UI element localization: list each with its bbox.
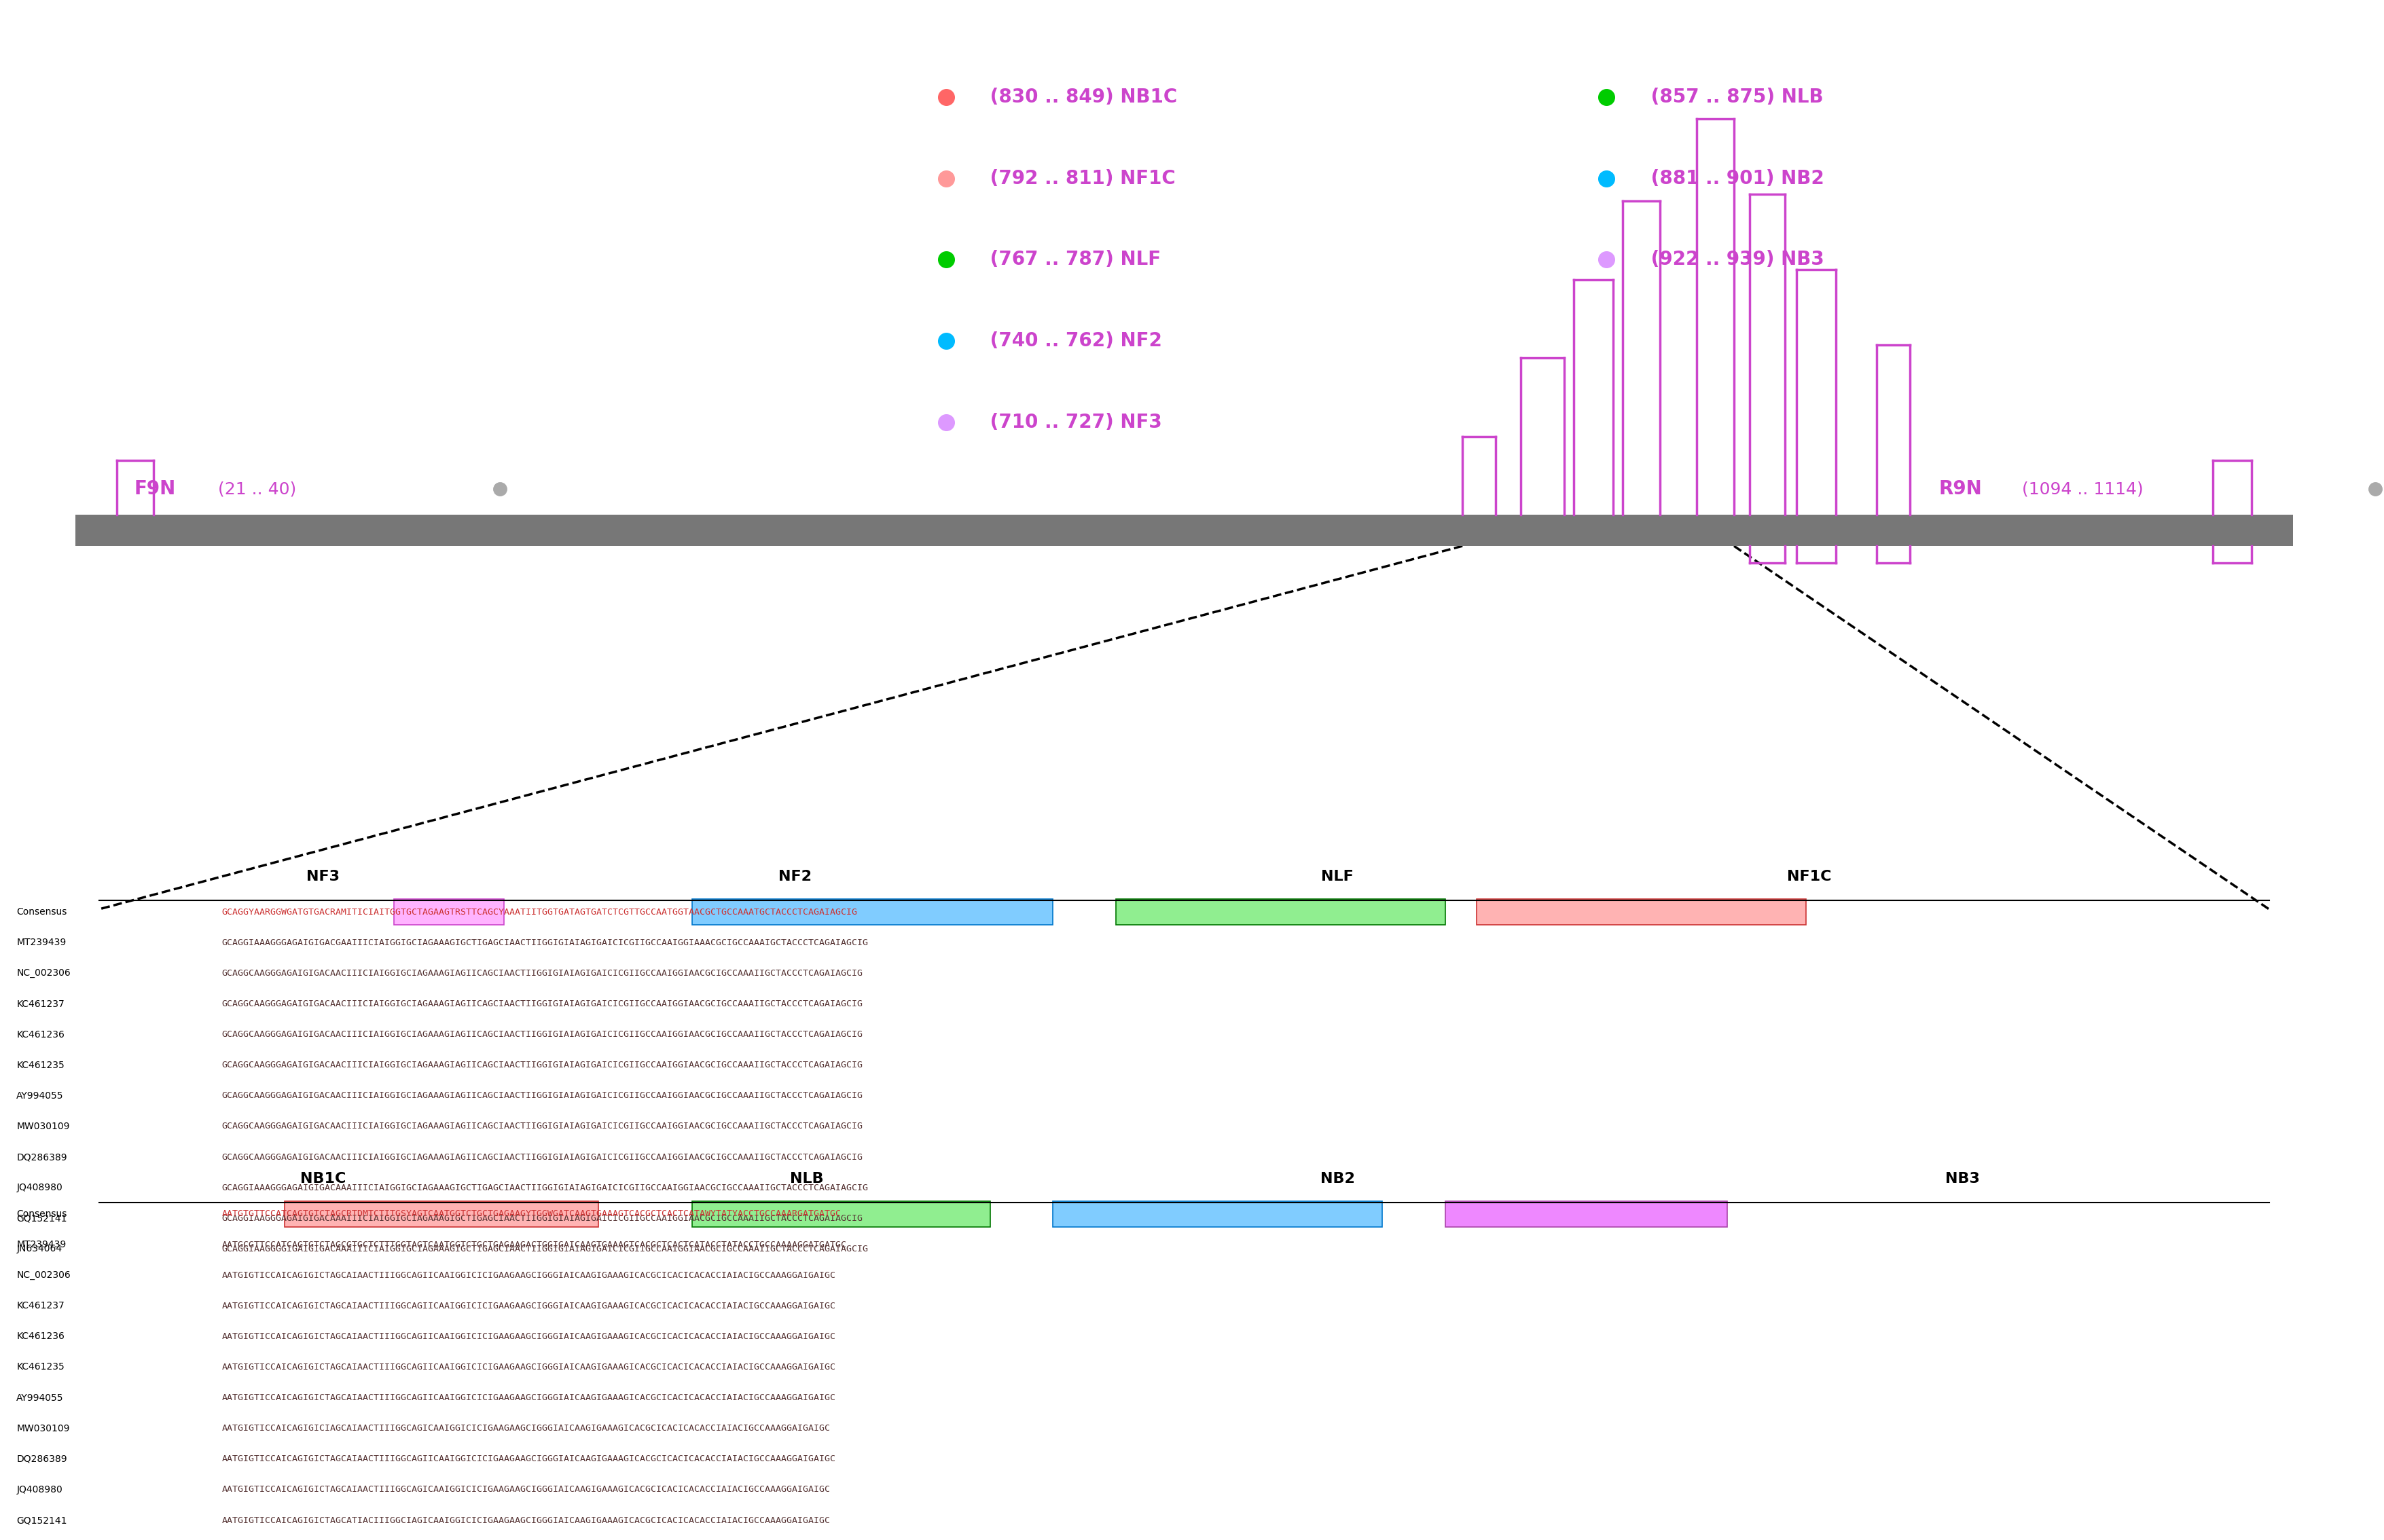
Text: GCAGGCAAGGGAGAIGIGACAACIIICIAIGGIGCIAGAAAGIAGIICAGCIAACTIIGGIGIAIAGIGAICICGIIGCC: GCAGGCAAGGGAGAIGIGACAACIIICIAIGGIGCIAGAA… bbox=[222, 1061, 863, 1070]
Bar bbox=[1476, 899, 1807, 926]
Text: (881 .. 901) NB2: (881 .. 901) NB2 bbox=[1645, 169, 1824, 188]
Text: GCAGGCAAGGGAGAIGIGACAACIIICIAIGGIGCIAGAAAGIAGIICAGCIAACTIIGGIGIAIAGIGAICICGIIGCC: GCAGGCAAGGGAGAIGIGACAACIIICIAIGGIGCIAGAA… bbox=[222, 1030, 863, 1040]
Text: GCAGGCAAGGGAGAIGIGACAACIIICIAIGGIGCIAGAAAGIAGIICAGCIAACTIIGGIGIAIAGIGAICICGIIGCC: GCAGGCAAGGGAGAIGIGACAACIIICIAIGGIGCIAGAA… bbox=[222, 1123, 863, 1130]
Text: GQ152141: GQ152141 bbox=[17, 1515, 67, 1525]
Text: AATGIGTICCAICAGIGICTAGCAIAACTIIIGGCAGIICAAIGGICICIGAAGAAGCIGGGIAICAAGIGAAAGICACG: AATGIGTICCAICAGIGICTAGCAIAACTIIIGGCAGIIC… bbox=[222, 1455, 837, 1463]
Text: MW030109: MW030109 bbox=[17, 1121, 69, 1132]
Text: GQ152141: GQ152141 bbox=[17, 1214, 67, 1223]
Text: GCAGGCAAGGGAGAIGIGACAACIIICIAIGGIGCIAGAAAGIAGIICAGCIAACTIIGGIGIAIAGIGAICICGIIGCC: GCAGGCAAGGGAGAIGIGACAACIIICIAIGGIGCIAGAA… bbox=[222, 969, 863, 978]
Bar bbox=[76, 514, 2293, 547]
Text: AATGIGTICCAICAGIGICTAGCAIAACTIIIGGCAGIICAAIGGICICIGAAGAAGCIGGGIAICAAGIGAAAGICACG: AATGIGTICCAICAGIGICTAGCAIAACTIIIGGCAGIIC… bbox=[222, 1270, 837, 1280]
Text: AATGIGTICCAICAGIGICIAGCAIAACTIIIGGCAGICAAIGGICICIGAAGAAGCIGGGIAICAAGIGAAAGICACGC: AATGIGTICCAICAGIGICIAGCAIAACTIIIGGCAGICA… bbox=[222, 1424, 830, 1432]
Text: KC461236: KC461236 bbox=[17, 1030, 64, 1040]
Text: AATGIGTICCAICAGIGICTAGCATIACIIIGGCIAGICAAIGGICICIGAAGAAGCIGGGIAICAAGIGAAAGICACGC: AATGIGTICCAICAGIGICTAGCATIACIIIGGCIAGICA… bbox=[222, 1515, 830, 1525]
Text: (792 .. 811) NF1C: (792 .. 811) NF1C bbox=[985, 169, 1175, 188]
Bar bbox=[1445, 1201, 1728, 1227]
Text: NF2: NF2 bbox=[777, 870, 811, 884]
Text: DQ286389: DQ286389 bbox=[17, 1152, 67, 1161]
Text: Consensus: Consensus bbox=[17, 1209, 67, 1218]
Text: KC461235: KC461235 bbox=[17, 1061, 64, 1070]
Text: JQ408980: JQ408980 bbox=[17, 1485, 62, 1494]
Text: GCAGGIAAGGGAGAIGIGACAAAIIICIAIGGIGCIAGAAAGIGCTIGAGCIAACTIIGGIGIAIAGIGAICICGIIGCC: GCAGGIAAGGGAGAIGIGACAAAIIICIAIGGIGCIAGAA… bbox=[222, 1214, 863, 1223]
Text: GCAGGIAAAGGGAGAIGIGACAAAIIICIAIGGIGCIAGAAAGIGCTIGAGCIAACTIIGGIGIAIAGIGAICICGIIGC: GCAGGIAAAGGGAGAIGIGACAAAIIICIAIGGIGCIAGA… bbox=[222, 1183, 868, 1192]
Bar bbox=[393, 899, 503, 926]
Bar bbox=[284, 1201, 598, 1227]
Text: Consensus: Consensus bbox=[17, 907, 67, 916]
Text: NB1C: NB1C bbox=[300, 1172, 346, 1186]
Text: NLF: NLF bbox=[1321, 870, 1354, 884]
Text: NC_002306: NC_002306 bbox=[17, 969, 72, 978]
Text: (857 .. 875) NLB: (857 .. 875) NLB bbox=[1645, 88, 1824, 106]
Text: F9N: F9N bbox=[134, 479, 176, 499]
Text: MT239439: MT239439 bbox=[17, 1240, 67, 1249]
Text: NB3: NB3 bbox=[1945, 1172, 1979, 1186]
Text: (740 .. 762) NF2: (740 .. 762) NF2 bbox=[985, 331, 1161, 351]
Text: AATGIGTICCAICAGIGICTAGCAIAACTIIIGGCAGIICAAIGGICICIGAAGAAGCIGGGIAICAAGIGAAAGICACG: AATGIGTICCAICAGIGICTAGCAIAACTIIIGGCAGIIC… bbox=[222, 1394, 837, 1403]
Text: (922 .. 939) NB3: (922 .. 939) NB3 bbox=[1645, 249, 1824, 270]
Text: NC_002306: NC_002306 bbox=[17, 1270, 72, 1280]
Text: AATGIGTICCAICAGIGICTAGCAIAACTIIIGGCAGIICAAIGGICICIGAAGAAGCIGGGIAICAAGIGAAAGICACG: AATGIGTICCAICAGIGICTAGCAIAACTIIIGGCAGIIC… bbox=[222, 1332, 837, 1341]
Text: (710 .. 727) NF3: (710 .. 727) NF3 bbox=[985, 413, 1161, 431]
Text: MT239439: MT239439 bbox=[17, 938, 67, 947]
Text: MW030109: MW030109 bbox=[17, 1423, 69, 1434]
Text: AATGCGTTCCATCAGTGTCTAGCGTGCTCTTTGGTAGTCAATGGTCTGCTGAGAAGACTGGIGAICAAGTGAAAGTCACG: AATGCGTTCCATCAGTGTCTAGCGTGCTCTTTGGTAGTCA… bbox=[222, 1240, 846, 1249]
Text: GCAGGCAAGGGAGAIGIGACAACIIICIAIGGIGCIAGAAAGIAGIICAGCIAACTIIGGIGIAIAGIGAICICGIIGCC: GCAGGCAAGGGAGAIGIGACAACIIICIAIGGIGCIAGAA… bbox=[222, 1152, 863, 1161]
Text: GCAGGCAAGGGAGAIGIGACAACIIICIAIGGIGCIAGAAAGIAGIICAGCIAACTIIGGIGIAIAGIGAICICGIIGCC: GCAGGCAAGGGAGAIGIGACAACIIICIAIGGIGCIAGAA… bbox=[222, 999, 863, 1009]
Text: KC461236: KC461236 bbox=[17, 1332, 64, 1341]
Text: AATGTGTTCCATCAGTGTCTAGCRTDMTCTITGSYAGTCAATGGTCTGCTGAGAAGYTGGWGATCAAGTGAAAGTCACGC: AATGTGTTCCATCAGTGTCTAGCRTDMTCTITGSYAGTCA… bbox=[222, 1209, 842, 1218]
Bar bbox=[1054, 1201, 1383, 1227]
Text: DQ286389: DQ286389 bbox=[17, 1454, 67, 1465]
Text: GCAGGYAARGGWGATGTGACRAMITICIAITGGTGCTAGAAGTRSTTCAGCYAAATIITGGTGATAGTGATCTCGTTGCC: GCAGGYAARGGWGATGTGACRAMITICIAITGGTGCTAGA… bbox=[222, 907, 858, 916]
Text: JN634064: JN634064 bbox=[17, 1244, 62, 1254]
Text: AY994055: AY994055 bbox=[17, 1090, 64, 1101]
Text: KC461237: KC461237 bbox=[17, 999, 64, 1009]
Text: AY994055: AY994055 bbox=[17, 1394, 64, 1403]
Text: NLB: NLB bbox=[789, 1172, 822, 1186]
Text: GCAGGIAAAGGGAGAIGIGACGAAIIICIAIGGIGCIAGAAAGIGCTIGAGCIAACTIIGGIGIAIAGIGAICICGIIGC: GCAGGIAAAGGGAGAIGIGACGAAIIICIAIGGIGCIAGA… bbox=[222, 938, 868, 947]
Text: NB2: NB2 bbox=[1321, 1172, 1354, 1186]
Text: GCAGGIAAGGGGIGAIGIGACAAAIIICIAIGGIGCIAGAAAGIGCTIGAGCIAACTIIGGIGIAIAGIGAICICGIIGC: GCAGGIAAGGGGIGAIGIGACAAAIIICIAIGGIGCIAGA… bbox=[222, 1244, 868, 1254]
Text: JQ408980: JQ408980 bbox=[17, 1183, 62, 1192]
Text: KC461237: KC461237 bbox=[17, 1301, 64, 1311]
Text: AATGIGTICCAICAGIGICTAGCAIAACTIIIGGCAGIICAAIGGICICIGAAGAAGCIGGGIAICAAGIGAAAGICACG: AATGIGTICCAICAGIGICTAGCAIAACTIIIGGCAGIIC… bbox=[222, 1363, 837, 1372]
Text: AATGIGTICCAICAGIGICTAGCAIAACTIIIGGCAGICAAIGGICICIGAAGAAGCIGGGIAICAAGIGAAAGICACGC: AATGIGTICCAICAGIGICTAGCAIAACTIIIGGCAGICA… bbox=[222, 1485, 830, 1494]
Text: KC461235: KC461235 bbox=[17, 1363, 64, 1372]
Text: R9N: R9N bbox=[1938, 479, 1981, 499]
Bar bbox=[691, 1201, 989, 1227]
Text: GCAGGCAAGGGAGAIGIGACAACIIICIAIGGIGCIAGAAAGIAGIICAGCIAACTIIGGIGIAIAGIGAICICGIIGCC: GCAGGCAAGGGAGAIGIGACAACIIICIAIGGIGCIAGAA… bbox=[222, 1092, 863, 1100]
Text: NF1C: NF1C bbox=[1788, 870, 1831, 884]
Text: (767 .. 787) NLF: (767 .. 787) NLF bbox=[985, 249, 1161, 270]
Text: NF3: NF3 bbox=[308, 870, 341, 884]
Bar bbox=[691, 899, 1054, 926]
Text: AATGIGTICCAICAGIGICTAGCAIAACTIIIGGCAGIICAAIGGICICIGAAGAAGCIGGGIAICAAGIGAAAGICACG: AATGIGTICCAICAGIGICTAGCAIAACTIIIGGCAGIIC… bbox=[222, 1301, 837, 1311]
Bar bbox=[1116, 899, 1445, 926]
Text: (21 .. 40): (21 .. 40) bbox=[212, 480, 296, 497]
Text: (1094 .. 1114): (1094 .. 1114) bbox=[2017, 480, 2143, 497]
Text: (830 .. 849) NB1C: (830 .. 849) NB1C bbox=[985, 88, 1178, 106]
